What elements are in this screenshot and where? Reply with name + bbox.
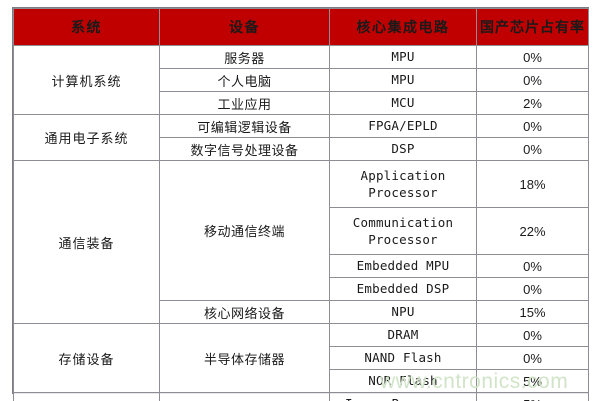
table-header: 系统 设备 核心集成电路 国产芯片占有率 (13, 8, 589, 46)
domestic-share-cell: 22% (476, 207, 589, 255)
table-row: NAND Flash 0% (14, 346, 589, 370)
system-cell: 显示及视频系统 (13, 392, 160, 401)
core-ic-cell: MCU (329, 91, 477, 115)
device-cell: 可编辑逻辑设备 (159, 114, 330, 138)
table-row: 数字信号处理设备 DSP 0% (14, 137, 589, 161)
core-ic-cell: NPU (329, 300, 477, 324)
core-ic-cell: Application Processor (329, 160, 477, 208)
core-ic-cell: DSP (329, 137, 477, 161)
header-row: 系统 设备 核心集成电路 国产芯片占有率 (13, 8, 589, 46)
system-cell: 计算机系统 (13, 45, 160, 115)
domestic-share-cell: 0% (476, 68, 589, 92)
core-ic-cell: Image Processor (329, 392, 477, 401)
core-ic-cell: Communication Processor (329, 207, 477, 255)
core-ic-cell: DRAM (329, 323, 477, 347)
header-device: 设备 (159, 8, 330, 46)
domestic-share-cell: 0% (476, 254, 589, 278)
header-core-ic: 核心集成电路 (329, 8, 477, 46)
core-ic-cell: MPU (329, 68, 477, 92)
table-row: 个人电脑 MPU 0% (14, 68, 589, 92)
device-cell: 半导体存储器 (159, 323, 330, 393)
domestic-share-cell: 0% (476, 277, 589, 301)
device-cell: 高清电视/智能电视 (159, 392, 330, 401)
domestic-share-cell: 0% (476, 137, 589, 161)
domestic-chip-share-table: 系统 设备 核心集成电路 国产芯片占有率 计算机系统 服务器 MPU 0% 个人电脑 MP… (13, 8, 589, 401)
domestic-share-cell: 5% (476, 369, 589, 393)
core-ic-cell: Embedded DSP (329, 277, 477, 301)
core-ic-cell: FPGA/EPLD (329, 114, 477, 138)
table-row: Embedded DSP 0% (14, 277, 589, 301)
core-ic-cell: MPU (329, 45, 477, 69)
core-ic-cell: NOR Flash (329, 369, 477, 393)
table-row: 存储设备 半导体存储器 DRAM 0% (13, 323, 589, 393)
device-cell: 个人电脑 (159, 68, 330, 92)
table-row: Embedded MPU 0% (14, 254, 589, 278)
domestic-share-cell: 2% (476, 91, 589, 115)
domestic-share-cell: 0% (476, 346, 589, 370)
system-cell: 通信装备 (13, 160, 160, 324)
domestic-share-cell: 18% (476, 160, 589, 208)
header-domestic-share: 国产芯片占有率 (476, 8, 589, 46)
domestic-share-cell: 0% (476, 45, 589, 69)
device-cell: 移动通信终端 (159, 160, 330, 301)
device-cell: 工业应用 (159, 91, 330, 115)
table-row: 工业应用 MCU 2% (14, 91, 589, 115)
table-body: 计算机系统 服务器 MPU 0% 个人电脑 MPU 0% 工业应用 MCU 2% 通用电子系统 可编辑… (13, 45, 589, 401)
table-row: 通信装备 移动通信终端 Application Processor 18% (13, 160, 589, 324)
table-row: Communication Processor 22% (14, 207, 589, 255)
device-cell: 服务器 (159, 45, 330, 69)
domestic-share-cell: 0% (476, 114, 589, 138)
table-row: 显示及视频系统高清电视/智能电视Image Processor5% (13, 392, 589, 401)
device-cell: 核心网络设备 (159, 300, 330, 324)
system-cell: 通用电子系统 (13, 114, 160, 161)
domestic-share-cell: 0% (476, 323, 589, 347)
core-ic-cell: NAND Flash (329, 346, 477, 370)
domestic-share-cell: 15% (476, 300, 589, 324)
header-system: 系统 (13, 8, 160, 46)
table-row: 通用电子系统 可编辑逻辑设备 FPGA/EPLD 0% (13, 114, 589, 161)
device-cell: 数字信号处理设备 (159, 137, 330, 161)
domestic-share-cell: 5% (476, 392, 589, 401)
core-ic-cell: Embedded MPU (329, 254, 477, 278)
table-row: 计算机系统 服务器 MPU 0% (13, 45, 589, 115)
system-cell: 存储设备 (13, 323, 160, 393)
